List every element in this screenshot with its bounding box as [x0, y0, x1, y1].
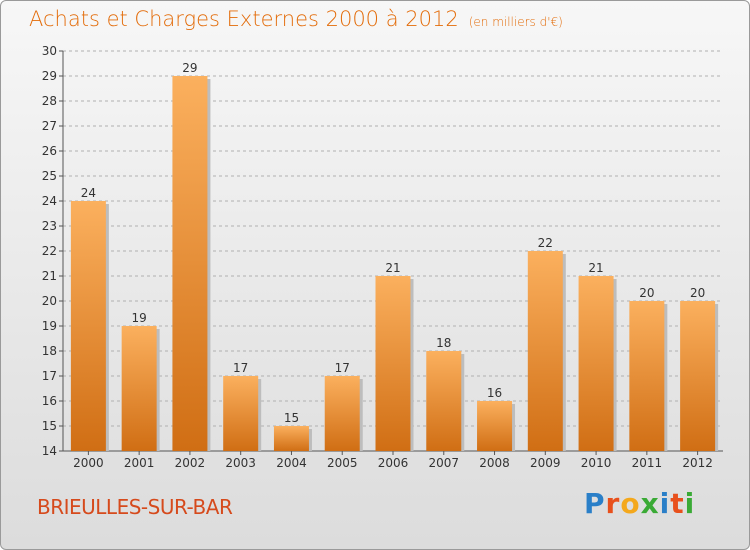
y-tick-label-21: 21	[42, 269, 57, 283]
logo-letter: x	[640, 487, 660, 520]
bar-value-label-2001: 19	[132, 311, 147, 325]
bar-value-label-2002: 29	[182, 61, 197, 75]
bar-2010	[578, 276, 614, 451]
bar-value-label-2009: 22	[538, 236, 553, 250]
bar-2012	[680, 301, 716, 451]
logo-letter: i	[684, 487, 696, 520]
x-tick-label-2001: 2001	[124, 456, 155, 470]
x-tick-label-2005: 2005	[327, 456, 358, 470]
chart-title: Achats et Charges Externes 2000 à 2012 (e…	[29, 7, 563, 31]
x-tick-label-2002: 2002	[175, 456, 206, 470]
y-tick-label-19: 19	[42, 319, 57, 333]
bar-value-label-2012: 20	[690, 286, 705, 300]
bar-value-label-2007: 18	[436, 336, 451, 350]
y-tick-label-29: 29	[42, 69, 57, 83]
bar-2004	[273, 426, 309, 451]
bar-2006	[375, 276, 411, 451]
bar-2008	[477, 401, 513, 451]
x-tick-label-2011: 2011	[632, 456, 663, 470]
y-tick-label-28: 28	[42, 94, 57, 108]
bar-2000	[70, 201, 106, 451]
y-tick-label-15: 15	[42, 419, 57, 433]
bar-2003	[223, 376, 259, 451]
bar-value-label-2011: 20	[639, 286, 654, 300]
logo-letter: r	[605, 487, 621, 520]
commune-name: BRIEULLES-SUR-BAR	[37, 495, 233, 519]
y-tick-label-14: 14	[42, 444, 57, 458]
bar-value-label-2000: 24	[81, 186, 96, 200]
bar-2007	[426, 351, 462, 451]
chart-subtitle: (en milliers d'€)	[468, 15, 563, 29]
bar-value-label-2010: 21	[588, 261, 603, 275]
y-tick-label-23: 23	[42, 219, 57, 233]
bar-2011	[629, 301, 665, 451]
x-tick-label-2010: 2010	[581, 456, 612, 470]
chart-title-text: Achats et Charges Externes 2000 à 2012	[29, 7, 459, 31]
y-tick-label-22: 22	[42, 244, 57, 258]
logo-letter: o	[620, 487, 641, 520]
logo-letter: t	[670, 487, 685, 520]
x-tick-label-2004: 2004	[276, 456, 307, 470]
bar-2001	[121, 326, 157, 451]
y-tick-label-26: 26	[42, 144, 57, 158]
x-tick-label-2009: 2009	[530, 456, 561, 470]
x-tick-label-2008: 2008	[479, 456, 510, 470]
bar-2009	[527, 251, 563, 451]
bar-value-label-2003: 17	[233, 361, 248, 375]
x-tick-label-2006: 2006	[378, 456, 409, 470]
x-tick-label-2003: 2003	[225, 456, 256, 470]
bar-2005	[324, 376, 360, 451]
bar-2002	[172, 76, 208, 451]
bar-value-label-2008: 16	[487, 386, 502, 400]
y-tick-label-27: 27	[42, 119, 57, 133]
bar-value-label-2005: 17	[335, 361, 350, 375]
x-tick-label-2012: 2012	[682, 456, 713, 470]
x-tick-label-2000: 2000	[73, 456, 104, 470]
y-tick-label-30: 30	[42, 44, 57, 58]
bar-value-label-2006: 21	[385, 261, 400, 275]
logo-letter: i	[659, 487, 671, 520]
bar-value-label-2004: 15	[284, 411, 299, 425]
logo-letter: P	[584, 487, 606, 520]
y-tick-label-24: 24	[42, 194, 57, 208]
y-tick-label-18: 18	[42, 344, 57, 358]
y-tick-label-17: 17	[42, 369, 57, 383]
y-tick-label-25: 25	[42, 169, 57, 183]
proxiti-logo: Proxiti	[584, 487, 695, 520]
x-tick-label-2007: 2007	[428, 456, 459, 470]
y-tick-label-16: 16	[42, 394, 57, 408]
y-tick-label-20: 20	[42, 294, 57, 308]
